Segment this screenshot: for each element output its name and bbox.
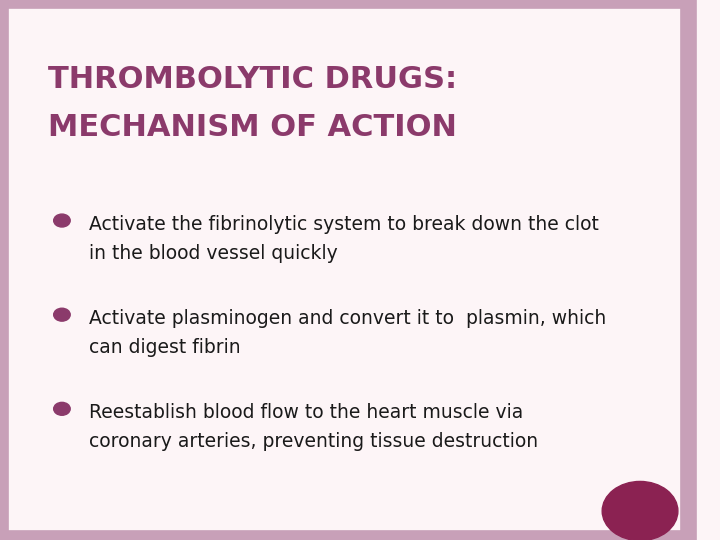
Circle shape: [602, 482, 678, 540]
Text: Activate plasminogen and convert it to  plasmin, which: Activate plasminogen and convert it to p…: [89, 309, 607, 328]
Text: Reestablish blood flow to the heart muscle via: Reestablish blood flow to the heart musc…: [89, 403, 523, 422]
Text: coronary arteries, preventing tissue destruction: coronary arteries, preventing tissue des…: [89, 432, 539, 451]
Text: Activate the fibrinolytic system to break down the clot: Activate the fibrinolytic system to brea…: [89, 215, 599, 234]
Text: THROMBOLYTIC DRUGS:: THROMBOLYTIC DRUGS:: [48, 65, 457, 93]
Text: in the blood vessel quickly: in the blood vessel quickly: [89, 244, 338, 262]
Circle shape: [54, 402, 70, 415]
Text: can digest fibrin: can digest fibrin: [89, 338, 241, 357]
Circle shape: [54, 308, 70, 321]
Circle shape: [54, 214, 70, 227]
Text: MECHANISM OF ACTION: MECHANISM OF ACTION: [48, 113, 457, 142]
